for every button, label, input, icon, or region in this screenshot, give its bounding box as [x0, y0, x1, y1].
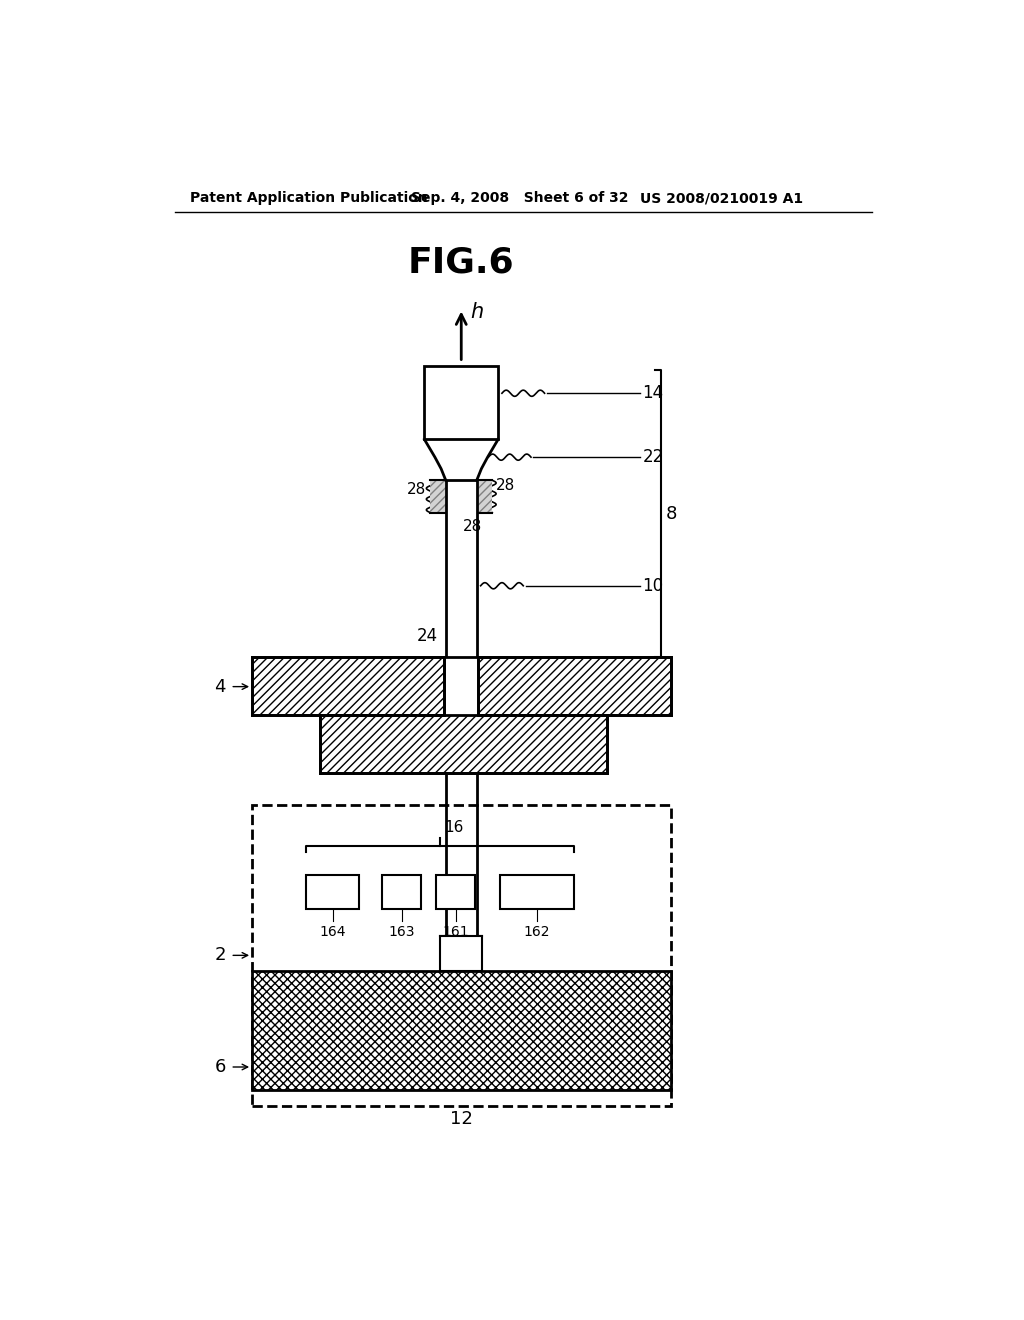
- Text: Sep. 4, 2008   Sheet 6 of 32: Sep. 4, 2008 Sheet 6 of 32: [411, 191, 629, 206]
- Bar: [252, 657, 444, 715]
- Text: 163: 163: [388, 924, 415, 939]
- Bar: [382, 875, 421, 909]
- Text: US 2008/0210019 A1: US 2008/0210019 A1: [640, 191, 803, 206]
- Text: 2: 2: [214, 946, 225, 965]
- Text: 4: 4: [214, 677, 225, 696]
- Bar: [445, 480, 477, 657]
- Text: 164: 164: [319, 924, 346, 939]
- Text: Patent Application Publication: Patent Application Publication: [190, 191, 428, 206]
- Bar: [430, 480, 493, 512]
- Bar: [436, 875, 475, 909]
- Text: 162: 162: [523, 924, 550, 939]
- Text: 6: 6: [214, 1059, 225, 1076]
- Text: 10: 10: [643, 577, 664, 595]
- Text: FIG.6: FIG.6: [408, 246, 515, 280]
- Text: 22: 22: [643, 449, 664, 466]
- Text: 16: 16: [443, 820, 463, 836]
- Text: 28: 28: [496, 478, 515, 494]
- Bar: [440, 936, 482, 970]
- Text: 28: 28: [408, 482, 426, 498]
- Text: 12: 12: [450, 1110, 473, 1129]
- Text: 14: 14: [643, 384, 664, 403]
- Text: 161: 161: [442, 924, 469, 939]
- Text: 28: 28: [463, 519, 482, 533]
- Bar: [306, 875, 359, 909]
- Bar: [424, 367, 498, 440]
- Text: 8: 8: [666, 504, 677, 523]
- Bar: [321, 715, 607, 774]
- Bar: [478, 657, 671, 715]
- Text: h: h: [471, 302, 483, 322]
- Bar: [500, 875, 573, 909]
- Text: 24: 24: [417, 627, 438, 644]
- Bar: [252, 805, 671, 1106]
- Bar: [252, 970, 671, 1090]
